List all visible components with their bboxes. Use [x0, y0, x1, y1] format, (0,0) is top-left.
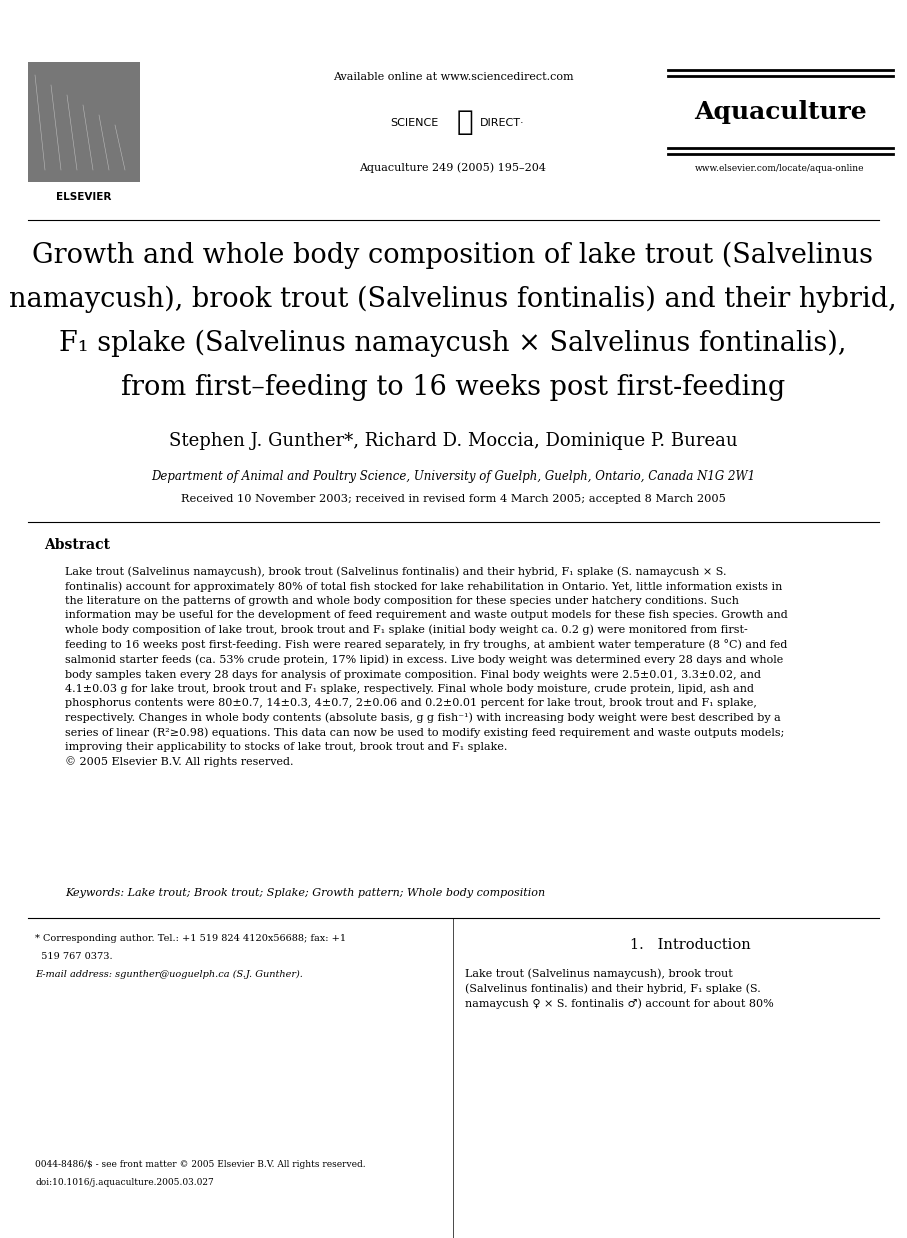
Text: Lake trout (Salvelinus namaycush), brook trout (Salvelinus fontinalis) and their: Lake trout (Salvelinus namaycush), brook… — [65, 566, 788, 768]
Text: 519 767 0373.: 519 767 0373. — [35, 952, 112, 961]
Text: DIRECT·: DIRECT· — [480, 118, 524, 128]
Text: ⓐ: ⓐ — [457, 108, 473, 136]
Text: Lake trout (Salvelinus namaycush), brook trout
(Salvelinus fontinalis) and their: Lake trout (Salvelinus namaycush), brook… — [465, 968, 774, 1009]
Text: doi:10.1016/j.aquaculture.2005.03.027: doi:10.1016/j.aquaculture.2005.03.027 — [35, 1179, 214, 1187]
Text: 1.   Introduction: 1. Introduction — [629, 938, 750, 952]
Text: Available online at www.sciencedirect.com: Available online at www.sciencedirect.co… — [333, 72, 573, 82]
Text: Keywords: Lake trout; Brook trout; Splake; Growth pattern; Whole body compositio: Keywords: Lake trout; Brook trout; Splak… — [65, 888, 545, 898]
Text: * Corresponding author. Tel.: +1 519 824 4120x56688; fax: +1: * Corresponding author. Tel.: +1 519 824… — [35, 933, 346, 943]
Text: Received 10 November 2003; received in revised form 4 March 2005; accepted 8 Mar: Received 10 November 2003; received in r… — [180, 494, 726, 504]
Text: namaycush), brook trout (Salvelinus fontinalis) and their hybrid,: namaycush), brook trout (Salvelinus font… — [9, 286, 897, 313]
Text: E-mail address: sgunther@uoguelph.ca (S.J. Gunther).: E-mail address: sgunther@uoguelph.ca (S.… — [35, 971, 303, 979]
Text: Aquaculture 249 (2005) 195–204: Aquaculture 249 (2005) 195–204 — [359, 162, 547, 172]
Bar — [28, 62, 140, 182]
Text: ELSEVIER: ELSEVIER — [56, 192, 112, 202]
Text: SCIENCE: SCIENCE — [390, 118, 438, 128]
Text: Aquaculture: Aquaculture — [694, 100, 866, 124]
Text: from first–feeding to 16 weeks post first-feeding: from first–feeding to 16 weeks post firs… — [121, 374, 785, 401]
Text: www.elsevier.com/locate/aqua-online: www.elsevier.com/locate/aqua-online — [696, 163, 864, 173]
Text: Department of Animal and Poultry Science, University of Guelph, Guelph, Ontario,: Department of Animal and Poultry Science… — [151, 470, 755, 483]
Text: Stephen J. Gunther*, Richard D. Moccia, Dominique P. Bureau: Stephen J. Gunther*, Richard D. Moccia, … — [169, 432, 737, 449]
Text: Abstract: Abstract — [44, 539, 110, 552]
Text: F₁ splake (Salvelinus namaycush × Salvelinus fontinalis),: F₁ splake (Salvelinus namaycush × Salvel… — [59, 331, 847, 358]
Text: Growth and whole body composition of lake trout (Salvelinus: Growth and whole body composition of lak… — [33, 241, 873, 270]
Text: 0044-8486/$ - see front matter © 2005 Elsevier B.V. All rights reserved.: 0044-8486/$ - see front matter © 2005 El… — [35, 1160, 366, 1169]
